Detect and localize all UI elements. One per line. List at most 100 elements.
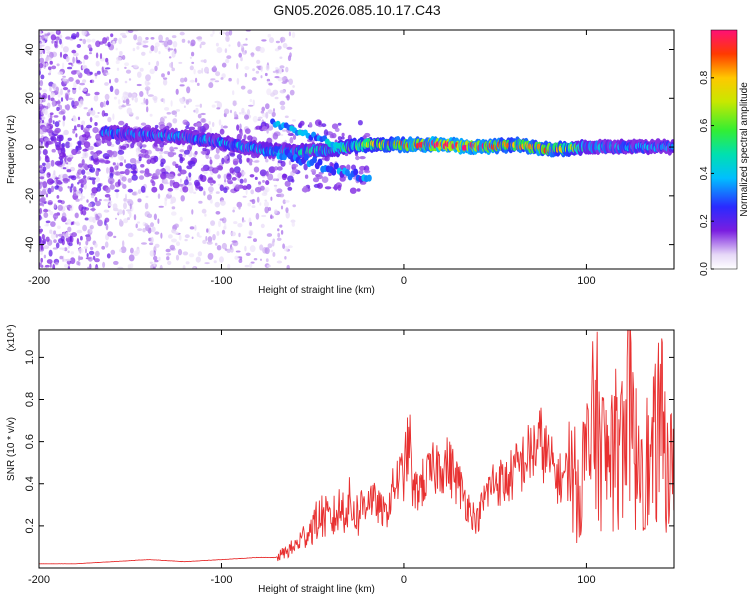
noise-cell xyxy=(108,151,115,156)
noise-cell xyxy=(41,98,46,103)
noise-cell xyxy=(267,109,273,114)
noise-cell xyxy=(47,94,51,101)
noise-cell xyxy=(172,118,178,124)
noise-cell xyxy=(271,111,276,118)
noise-cell xyxy=(46,174,50,178)
noise-cell xyxy=(89,116,93,123)
noise-cell xyxy=(53,203,57,209)
noise-cell xyxy=(67,266,71,269)
y-tick-label: 0.2 xyxy=(24,518,36,533)
noise-cell xyxy=(71,64,74,67)
noise-cell xyxy=(208,120,211,125)
noise-cell xyxy=(71,232,77,238)
noise-cell xyxy=(264,201,269,208)
noise-cell xyxy=(272,252,276,257)
noise-cell xyxy=(202,239,207,244)
noise-cell xyxy=(82,38,87,45)
noise-cell xyxy=(180,195,185,202)
noise-cell xyxy=(63,129,69,136)
noise-cell xyxy=(168,56,172,59)
noise-cell xyxy=(175,109,181,112)
noise-cell xyxy=(108,203,113,207)
noise-cell xyxy=(150,222,154,228)
noise-cell xyxy=(77,247,84,254)
noise-cell xyxy=(115,191,119,199)
noise-cell xyxy=(242,195,247,198)
noise-cell xyxy=(216,231,220,236)
noise-cell xyxy=(84,217,89,221)
noise-cell xyxy=(223,108,230,115)
noise-cell xyxy=(267,207,272,211)
noise-cell xyxy=(39,87,42,91)
noise-cell xyxy=(76,69,81,76)
noise-cell xyxy=(89,167,96,173)
noise-cell xyxy=(218,119,222,126)
noise-cell xyxy=(197,125,202,133)
noise-cell xyxy=(137,228,143,232)
noise-cell xyxy=(49,114,53,119)
noise-cell xyxy=(209,156,212,160)
noise-cell xyxy=(116,67,120,72)
noise-cell xyxy=(164,116,167,119)
noise-cell xyxy=(288,78,294,85)
noise-cell xyxy=(92,127,99,134)
noise-cell xyxy=(130,170,138,174)
noise-cell xyxy=(126,198,133,202)
noise-cell xyxy=(67,185,70,189)
noise-cell xyxy=(242,220,246,223)
noise-cell xyxy=(160,173,167,180)
noise-cell xyxy=(159,183,164,191)
noise-cell xyxy=(242,43,248,46)
noise-cell xyxy=(55,86,59,93)
ridge-cell xyxy=(281,153,287,161)
noise-cell xyxy=(75,190,82,196)
noise-cell xyxy=(242,171,246,175)
noise-cell xyxy=(167,151,175,158)
noise-cell xyxy=(105,72,110,75)
noise-cell xyxy=(282,42,288,49)
noise-cell xyxy=(167,39,173,46)
noise-cell xyxy=(144,202,149,210)
noise-cell xyxy=(138,156,142,162)
noise-cell xyxy=(69,38,74,41)
noise-cell xyxy=(256,65,260,69)
noise-cell xyxy=(224,222,227,229)
noise-cell xyxy=(95,133,101,141)
noise-cell xyxy=(191,236,194,240)
noise-cell xyxy=(109,166,114,173)
noise-cell xyxy=(254,176,258,180)
noise-cell xyxy=(150,37,155,40)
noise-cell xyxy=(249,221,253,227)
noise-cell xyxy=(42,162,46,166)
noise-cell xyxy=(86,124,92,129)
noise-cell xyxy=(228,30,233,36)
noise-cell xyxy=(143,97,146,104)
noise-cell xyxy=(99,53,103,60)
noise-cell xyxy=(73,221,77,225)
noise-cell xyxy=(137,198,142,203)
noise-cell xyxy=(184,234,190,239)
noise-cell xyxy=(115,217,117,220)
noise-cell xyxy=(340,136,345,140)
noise-cell xyxy=(50,185,55,193)
noise-cell xyxy=(141,144,147,148)
noise-cell xyxy=(119,171,126,175)
noise-cell xyxy=(253,166,260,173)
x-tick-label: 0 xyxy=(401,275,407,287)
noise-cell xyxy=(129,203,132,210)
noise-cell xyxy=(220,77,224,80)
noise-cell xyxy=(62,167,67,170)
noise-cell xyxy=(51,137,54,142)
noise-cell xyxy=(212,234,216,241)
noise-cell xyxy=(252,68,256,72)
noise-cell xyxy=(251,77,257,81)
noise-cell xyxy=(103,199,109,202)
noise-cell xyxy=(89,71,93,75)
noise-cell xyxy=(39,57,45,63)
noise-cell xyxy=(137,189,142,195)
noise-cell xyxy=(193,68,196,75)
noise-cell xyxy=(253,160,259,163)
noise-cell xyxy=(175,254,180,261)
noise-cell xyxy=(337,184,342,191)
noise-cell xyxy=(218,220,221,228)
